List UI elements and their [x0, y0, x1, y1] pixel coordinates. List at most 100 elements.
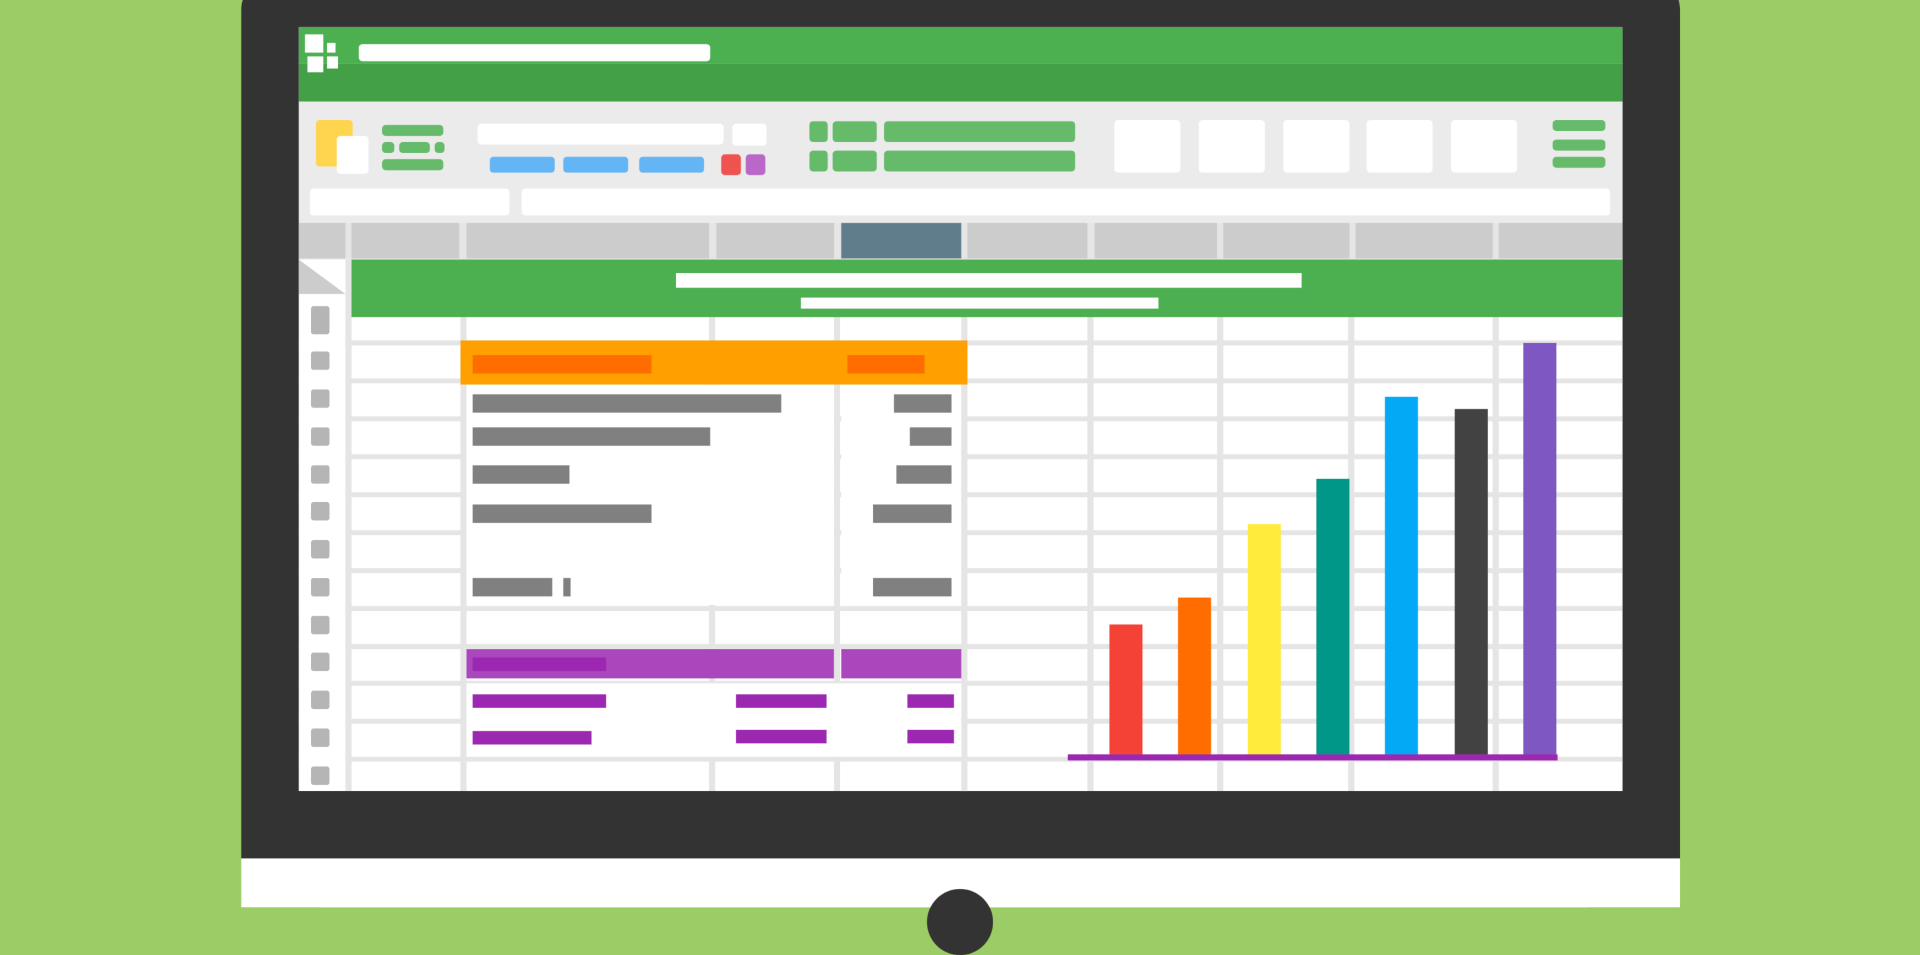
align-button[interactable]: [832, 121, 877, 143]
column-header[interactable]: [466, 222, 709, 259]
column-gridline: [1217, 259, 1224, 792]
sheet-title: [675, 273, 1302, 288]
merge-center-button[interactable]: [884, 150, 1076, 172]
column-gridline: [961, 259, 968, 792]
ribbon-tabs-band: [298, 63, 1623, 102]
italic-button[interactable]: [563, 156, 629, 173]
select-all-corner[interactable]: [298, 222, 346, 259]
chart-bar[interactable]: [1454, 408, 1488, 755]
table-row-label: [472, 577, 553, 597]
row-header[interactable]: [311, 502, 330, 521]
row-header[interactable]: [311, 540, 330, 559]
column-gridline: [460, 259, 467, 792]
chart-bar[interactable]: [1247, 524, 1281, 755]
font-size-select[interactable]: [732, 123, 767, 146]
format-painter-button[interactable]: [382, 159, 444, 171]
cut-button[interactable]: [382, 124, 444, 136]
summary-label: [472, 731, 592, 745]
row-header[interactable]: [311, 766, 330, 785]
copy-button[interactable]: [382, 142, 395, 154]
row-header[interactable]: [311, 577, 330, 597]
summary-value: [907, 729, 954, 744]
column-header[interactable]: [351, 222, 460, 259]
table-row-value: [909, 427, 952, 446]
copy-menu[interactable]: [434, 142, 445, 154]
formula-bar[interactable]: [521, 188, 1611, 216]
format-button[interactable]: [1552, 156, 1606, 168]
chart-bar[interactable]: [1384, 396, 1418, 755]
font-color-button[interactable]: [745, 154, 766, 176]
underline-button[interactable]: [639, 156, 705, 173]
name-box[interactable]: [309, 188, 510, 216]
table-row-label: [472, 504, 652, 523]
chart-bar[interactable]: [1177, 597, 1212, 755]
table-body: [466, 384, 834, 605]
column-gridline: [1492, 259, 1499, 792]
total-row-value-cell: [841, 648, 962, 679]
window-title: [358, 44, 711, 62]
style-button[interactable]: [1451, 120, 1518, 173]
column-header[interactable]: [1498, 222, 1623, 259]
header-value: [847, 355, 925, 374]
illustration: [241, 0, 1681, 955]
align-button[interactable]: [832, 150, 877, 172]
bar-chart[interactable]: [1067, 321, 1560, 762]
spreadsheet-app-icon: [304, 34, 342, 73]
bold-button[interactable]: [489, 156, 555, 173]
row-header[interactable]: [311, 652, 330, 672]
column-header[interactable]: [967, 222, 1088, 259]
chart-bar[interactable]: [1523, 342, 1557, 755]
table-row-label: [472, 465, 570, 484]
insert-button[interactable]: [1552, 120, 1606, 132]
row-header[interactable]: [311, 615, 330, 635]
chart-bar[interactable]: [1316, 478, 1350, 755]
table-row-label: [472, 394, 782, 413]
column-gridline: [1348, 259, 1355, 792]
column-header-selected[interactable]: [841, 222, 962, 259]
font-select[interactable]: [477, 123, 724, 145]
row-header[interactable]: [311, 351, 330, 370]
summary-value: [735, 729, 827, 744]
table-row-label: [472, 427, 711, 446]
style-button[interactable]: [1283, 120, 1350, 173]
row-gridline: [298, 606, 1623, 612]
sheet-subtitle: [800, 297, 1159, 309]
table-body: [841, 384, 962, 605]
total-label: [472, 657, 607, 672]
row-header[interactable]: [311, 728, 330, 747]
copy-label[interactable]: [399, 142, 430, 154]
wrap-text-button[interactable]: [884, 121, 1076, 143]
table-row-value: [873, 577, 952, 597]
style-button[interactable]: [1198, 120, 1265, 173]
column-header[interactable]: [716, 222, 834, 259]
table-row-value: [873, 504, 952, 523]
paste-icon[interactable]: [315, 120, 370, 175]
summary-label: [472, 694, 607, 708]
row-header[interactable]: [311, 690, 330, 709]
row-header[interactable]: [311, 306, 330, 335]
row-gridline: [298, 644, 1623, 649]
header-label: [472, 355, 652, 374]
summary-value: [735, 694, 827, 708]
column-gridline: [345, 259, 352, 792]
table-row-value: [896, 465, 952, 484]
row-header[interactable]: [311, 465, 330, 484]
column-header[interactable]: [1223, 222, 1350, 259]
column-header[interactable]: [1094, 222, 1218, 259]
row-header[interactable]: [311, 389, 330, 408]
chart-baseline: [1067, 754, 1558, 761]
spreadsheet-window: [298, 26, 1623, 792]
style-button[interactable]: [1366, 120, 1433, 173]
summary-value: [907, 694, 954, 708]
row-header[interactable]: [311, 427, 330, 446]
column-gridline: [1087, 259, 1094, 792]
chart-bar[interactable]: [1109, 624, 1143, 755]
align-button[interactable]: [809, 121, 828, 143]
delete-button[interactable]: [1552, 139, 1606, 151]
column-gridline: [833, 259, 841, 792]
corner-triangle: [298, 259, 346, 294]
style-button[interactable]: [1114, 120, 1181, 173]
align-button[interactable]: [809, 150, 828, 172]
column-header[interactable]: [1355, 222, 1493, 259]
fill-color-button[interactable]: [721, 154, 741, 176]
